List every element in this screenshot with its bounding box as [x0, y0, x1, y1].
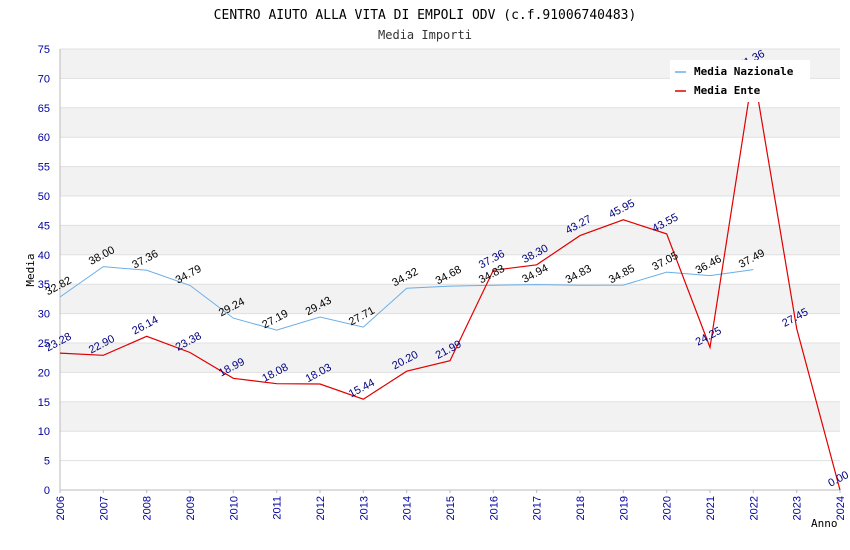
y-tick-label: 75 — [38, 44, 50, 56]
series-line-media-nazionale — [59, 266, 754, 331]
y-tick-label: 70 — [38, 73, 50, 85]
x-tick-label: 2021 — [705, 496, 717, 520]
series-line-media-ente — [59, 70, 841, 491]
x-tick-label: 2024 — [835, 496, 847, 520]
chart-title: CENTRO AIUTO ALLA VITA DI EMPOLI ODV (c.… — [214, 8, 637, 23]
x-tick-label: 2012 — [315, 496, 327, 520]
data-label-media-nazionale: 34.68 — [434, 264, 464, 288]
y-tick-label: 25 — [38, 338, 50, 350]
x-tick-label: 2018 — [575, 496, 587, 520]
x-tick-label: 2017 — [532, 496, 544, 520]
x-tick-label: 2011 — [272, 496, 284, 520]
x-tick-label: 2013 — [358, 496, 370, 520]
y-tick-label: 20 — [38, 367, 50, 379]
y-tick-label: 5 — [44, 456, 50, 468]
grid-band — [60, 225, 840, 255]
legend: Media Nazionale Media Ente — [670, 60, 810, 102]
y-tick-label: 65 — [38, 103, 50, 115]
data-label-media-ente: 15.44 — [347, 377, 377, 401]
grid-band — [60, 107, 840, 138]
data-label-media-ente: 45.95 — [607, 197, 637, 221]
x-tick-label: 2015 — [445, 496, 457, 520]
series-lines — [59, 70, 841, 491]
x-tick-label: 2006 — [55, 496, 67, 520]
x-tick-label: 2022 — [748, 496, 760, 520]
x-tick-label: 2010 — [228, 496, 240, 520]
y-tick-label: 45 — [38, 220, 50, 232]
x-tick-label: 2016 — [488, 496, 500, 520]
y-tick-label: 0 — [44, 485, 50, 497]
y-tick-label: 35 — [38, 279, 50, 291]
y-tick-label: 10 — [38, 426, 50, 438]
y-tick-label: 15 — [38, 397, 50, 409]
x-tick-label: 2009 — [185, 496, 197, 520]
data-label-media-ente: 0.00 — [826, 469, 850, 490]
data-label-media-nazionale: 34.79 — [174, 263, 204, 287]
x-tick-label: 2014 — [402, 496, 414, 520]
x-axis-title: Anno — [811, 517, 838, 530]
y-tick-labels: 0 5 10 15 20 25 30 35 40 45 50 55 60 65 70 75 — [38, 44, 50, 497]
data-label-media-nazionale: 34.83 — [564, 263, 594, 287]
x-tick-label: 2023 — [792, 496, 804, 520]
y-tick-label: 55 — [38, 162, 50, 174]
data-label-media-nazionale: 36.46 — [694, 253, 724, 277]
x-tick-label: 2020 — [662, 496, 674, 520]
background-bands — [60, 49, 840, 432]
gridlines — [60, 48, 840, 491]
y-tick-label: 40 — [38, 250, 50, 262]
legend-box — [670, 60, 810, 102]
y-tick-label: 30 — [38, 309, 50, 321]
y-tick-label: 50 — [38, 191, 50, 203]
grid-band — [60, 166, 840, 196]
grid-band — [60, 401, 840, 432]
legend-label-media-nazionale: Media Nazionale — [694, 65, 794, 78]
grid-band — [60, 284, 840, 314]
x-tick-label: 2007 — [98, 496, 110, 520]
y-axis-title: Media — [24, 253, 37, 286]
x-tick-label: 2019 — [618, 496, 630, 520]
x-tick-label: 2008 — [142, 496, 154, 520]
data-label-media-ente: 26.14 — [130, 314, 160, 338]
chart-subtitle: Media Importi — [378, 28, 472, 42]
x-tick-labels: 2006 2007 2008 2009 2010 2011 2012 2013 2014 2015… — [55, 490, 847, 520]
y-tick-label: 60 — [38, 132, 50, 144]
legend-label-media-ente: Media Ente — [694, 84, 761, 97]
